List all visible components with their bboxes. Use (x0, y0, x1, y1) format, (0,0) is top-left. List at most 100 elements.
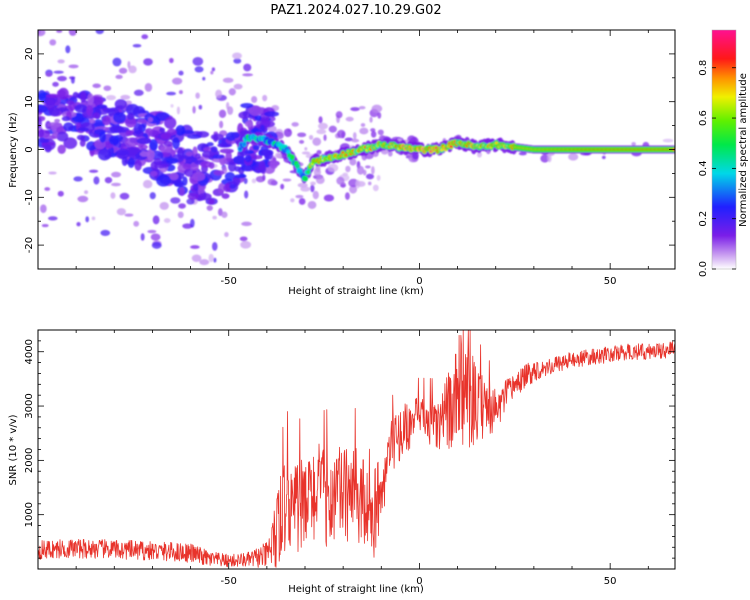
spectrogram-blob (77, 127, 89, 132)
spectrogram-speckle (297, 132, 307, 138)
spectrogram-speckle (152, 215, 160, 225)
spectrogram-blob (108, 135, 120, 145)
spectrogram-speckle (159, 201, 169, 210)
spectrogram-ridge-core (242, 142, 246, 146)
spectrogram-blob (172, 137, 180, 150)
spectrogram-speckle (106, 95, 116, 101)
spectrogram-speckle (186, 198, 195, 205)
spectrogram-blob (61, 116, 71, 122)
spectrogram-speckle (283, 128, 292, 137)
spectrogram-speckle (110, 182, 121, 187)
spectrogram-speckle (218, 109, 227, 118)
spectrogram-speckle (251, 95, 258, 103)
spectrogram-blob (160, 145, 171, 154)
colorbar-frame (711, 29, 737, 270)
spectrogram-ridge-core (238, 147, 242, 151)
spectrogram-speckle (170, 197, 181, 204)
spectrogram-speckle (163, 218, 171, 223)
spectrogram-speckle (282, 178, 292, 182)
spectrogram-speckle (198, 104, 203, 110)
spectrogram-speckle (133, 220, 140, 227)
spectrogram-speckle (73, 176, 83, 182)
spectrogram-speckle (312, 137, 322, 146)
spectrogram-speckle (141, 34, 149, 40)
spectrogram-speckle (365, 165, 371, 169)
spectrogram-speckle (356, 165, 365, 175)
spectrogram-speckle (328, 125, 337, 133)
spectrogram-speckle (244, 190, 249, 199)
spectrogram-blob (182, 163, 192, 170)
spectrogram-speckle (57, 190, 64, 197)
spectrogram-speckle (212, 215, 217, 220)
spectrogram-speckle (57, 59, 65, 64)
spectrogram-ridge-core (295, 164, 300, 168)
spectrogram-blob (195, 153, 201, 160)
spectrogram-blob (66, 100, 74, 106)
spectrogram-speckle (110, 192, 116, 199)
spectrogram-speckle (70, 76, 75, 84)
spectrogram-ridge-core (303, 177, 308, 181)
spectrogram-speckle (251, 178, 257, 184)
spectrogram-blob (74, 104, 88, 113)
spectrogram-blob (150, 170, 158, 177)
spectrogram-speckle (295, 194, 304, 199)
spectrogram-blob (76, 134, 86, 141)
spectrogram-blob (249, 155, 263, 160)
tick-label: 3000 (24, 393, 35, 418)
spectrogram-ridge-core (449, 145, 453, 148)
spectrogram-blob (153, 158, 162, 165)
spectrogram-blob (185, 151, 193, 157)
spectrogram-blob (125, 103, 140, 116)
spectrogram-blob (160, 132, 172, 140)
spectrogram-blob (213, 134, 219, 142)
spectrogram-blob (87, 93, 94, 106)
spectrogram-blob (238, 111, 251, 119)
tick-label: -50 (221, 276, 237, 287)
spectrogram-speckle (232, 52, 242, 60)
spectrogram-blob (252, 144, 260, 151)
spectrogram-blob (221, 193, 230, 199)
spectrogram-blob (269, 159, 279, 169)
spectrogram-speckle (315, 176, 325, 185)
spectrogram-speckle (115, 74, 123, 80)
spectrogram-speckle (84, 190, 89, 195)
spectrogram-speckle (370, 130, 377, 138)
spectrogram-speckle (280, 183, 285, 190)
spectrogram-blob (92, 112, 100, 119)
spectrogram-speckle (290, 198, 295, 203)
spectrogram-blob (114, 99, 128, 110)
spectrogram-blob (153, 163, 169, 169)
spectrogram-speckle (358, 105, 366, 110)
spectrogram-speckle (88, 169, 99, 173)
spectrogram-speckle (369, 116, 373, 123)
spectrogram-speckle (308, 134, 314, 140)
spectrogram-xlabel: Height of straight line (km) (288, 286, 424, 297)
spectrogram-blob (79, 90, 87, 103)
spectrogram-speckle (304, 147, 308, 151)
tick-label: 50 (604, 276, 617, 287)
spectrogram-speckle (222, 77, 234, 83)
spectrogram-speckle (631, 142, 636, 146)
snr-ticks: -50 0 50 1000 2000 3000 4000 (24, 329, 675, 587)
spectrogram-speckle (349, 185, 358, 194)
spectrogram-blob (127, 157, 135, 169)
spectrogram-speckle (213, 257, 217, 263)
spectrogram-speckle (176, 106, 181, 115)
spectrogram-speckle (335, 111, 343, 119)
spectrogram-speckle (147, 229, 157, 234)
spectrogram-speckle (239, 236, 248, 242)
spectrogram-blob (240, 102, 254, 109)
spectrogram-blob (133, 122, 143, 135)
spectrogram-blob (49, 106, 60, 117)
spectrogram-speckle (195, 92, 200, 99)
spectrogram-speckle (476, 151, 482, 158)
snr-xlabel: Height of straight line (km) (288, 584, 424, 595)
spectrogram-speckle (224, 231, 229, 238)
spectrogram-speckle (151, 241, 162, 249)
spectrogram-blob (38, 117, 42, 129)
spectrogram-blob (228, 161, 237, 172)
spectrogram-speckle (150, 233, 161, 241)
spectrogram-blob (179, 187, 185, 197)
spectrogram-blob (149, 139, 158, 151)
